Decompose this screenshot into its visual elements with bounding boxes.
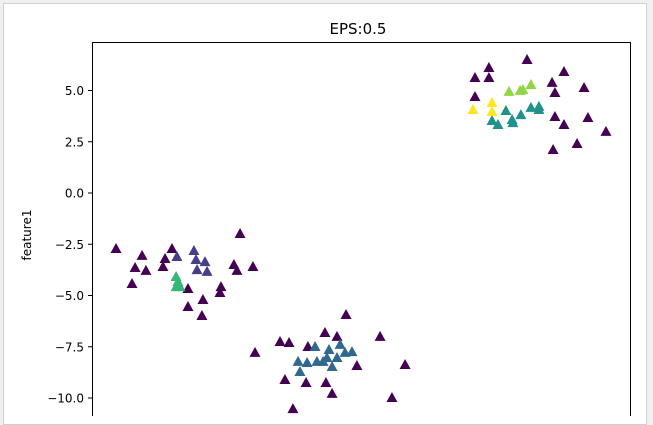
data-point (334, 338, 346, 349)
data-point (309, 340, 321, 351)
data-point (215, 281, 227, 292)
data-point (287, 403, 299, 414)
data-point (249, 346, 261, 357)
data-point (571, 138, 583, 149)
data-point (486, 97, 498, 108)
data-point (300, 377, 312, 388)
data-point (578, 82, 590, 93)
y-tick-label: −5.0 (55, 289, 84, 303)
y-tick-label: 0.0 (65, 187, 84, 201)
data-point (126, 278, 138, 289)
data-point (546, 76, 558, 87)
data-point (292, 355, 304, 366)
data-point (507, 117, 519, 128)
data-point (331, 352, 343, 363)
data-point (323, 344, 335, 355)
data-point (600, 125, 612, 136)
data-point (279, 373, 291, 384)
data-point (486, 106, 498, 117)
data-point (197, 294, 209, 305)
data-point (188, 245, 200, 256)
data-point (525, 78, 537, 89)
data-point (582, 111, 594, 122)
data-point (196, 310, 208, 320)
data-point (500, 105, 512, 115)
data-point (301, 356, 313, 367)
data-point (234, 228, 246, 238)
data-point (340, 308, 352, 319)
data-point (191, 264, 203, 275)
data-point (199, 256, 211, 267)
data-point (517, 84, 529, 95)
data-point (283, 337, 295, 348)
data-point (399, 358, 411, 369)
data-point (319, 327, 331, 338)
data-point (317, 355, 329, 366)
data-point (110, 242, 122, 253)
data-point (157, 261, 169, 272)
data-point (386, 392, 398, 402)
data-point (469, 71, 481, 82)
data-point (486, 115, 498, 126)
data-point (231, 264, 243, 275)
data-point (171, 250, 183, 261)
data-point (294, 365, 306, 376)
data-point (483, 61, 495, 72)
data-point (190, 254, 202, 265)
data-point (129, 262, 141, 273)
data-point (326, 387, 338, 398)
data-point (140, 264, 152, 275)
data-point (174, 281, 186, 292)
y-tick-label: 2.5 (65, 135, 84, 149)
y-tick-label: 5.0 (65, 84, 84, 98)
data-point (521, 53, 533, 64)
data-point (533, 103, 545, 114)
data-point (247, 261, 259, 272)
data-point (182, 300, 194, 311)
data-point (503, 85, 515, 96)
data-point (549, 86, 561, 97)
data-point (374, 330, 386, 341)
data-point (492, 118, 504, 129)
data-point (302, 340, 314, 351)
data-point (182, 282, 194, 293)
data-point (467, 103, 479, 114)
data-point (274, 336, 286, 347)
data-point (549, 110, 561, 121)
data-point (136, 249, 148, 260)
data-point (469, 91, 481, 102)
data-point (515, 109, 527, 120)
data-point (547, 143, 559, 154)
data-point (346, 346, 358, 357)
figure-window (3, 3, 647, 425)
y-tick-label: −2.5 (55, 238, 84, 252)
data-point (558, 66, 570, 77)
data-point (326, 361, 338, 372)
y-axis: 5.0 2.5 0.0 −2.5 −5.0 −7.5 −10.0 (47, 84, 92, 406)
y-axis-label: feature1 (20, 210, 34, 261)
data-points (110, 53, 612, 414)
data-point (166, 242, 178, 253)
data-point (483, 71, 495, 82)
data-point (320, 377, 332, 388)
data-point (558, 118, 570, 129)
data-point (214, 287, 226, 298)
data-point (201, 265, 213, 276)
y-tick-label: −7.5 (55, 340, 84, 354)
scatter-chart: EPS:0.5 feature1 5.0 2.5 0.0 −2.5 −5.0 −7.5 −1… (20, 20, 631, 416)
axes-frame (92, 42, 631, 416)
data-point (159, 253, 171, 264)
chart-title: EPS:0.5 (330, 20, 387, 38)
y-tick-label: −10.0 (47, 392, 84, 406)
data-point (331, 330, 343, 341)
data-point (351, 360, 363, 371)
data-point (525, 101, 537, 112)
